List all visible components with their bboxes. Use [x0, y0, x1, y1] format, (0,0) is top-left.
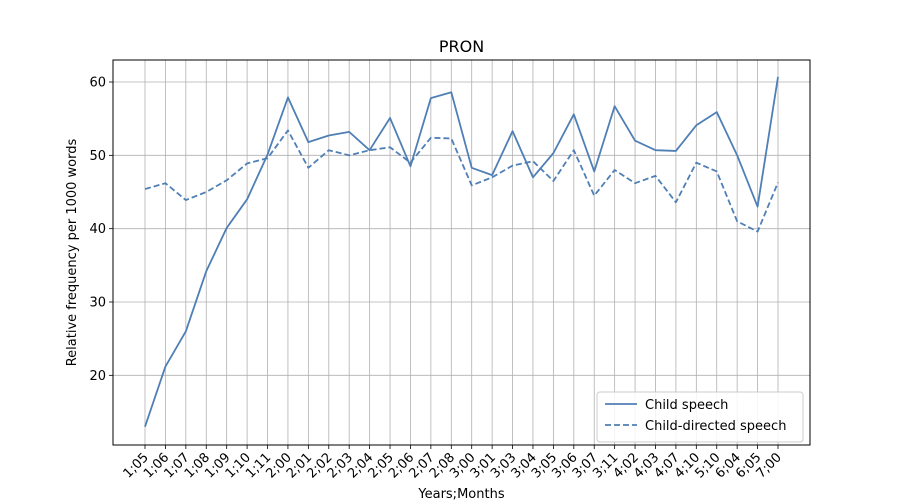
legend-label-child-directed-speech: Child-directed speech [645, 419, 786, 434]
y-tick-label: 60 [89, 76, 106, 91]
grid [113, 60, 810, 445]
legend-label-child-speech: Child speech [645, 398, 728, 413]
legend: Child speech Child-directed speech [596, 391, 804, 443]
y-tick-label: 20 [89, 369, 106, 384]
y-tick-label: 40 [89, 222, 106, 237]
x-axis-ticks: 1;051;061;071;081;091;101;112;002;012;02… [121, 445, 785, 481]
series-line-child-speech [144, 76, 779, 427]
y-axis-ticks: 20 30 40 50 60 [89, 76, 113, 384]
legend-box [596, 391, 804, 443]
plot-frame [112, 59, 811, 446]
series-line-child-directed-speech [144, 129, 779, 233]
y-axis-label: Relative frequency per 1000 words [65, 138, 80, 366]
x-axis-label: Years;Months [417, 487, 504, 500]
y-tick-label: 50 [89, 149, 106, 164]
series-lines [144, 76, 779, 427]
y-tick-label: 30 [89, 296, 106, 311]
chart-title: PRON [439, 37, 484, 56]
